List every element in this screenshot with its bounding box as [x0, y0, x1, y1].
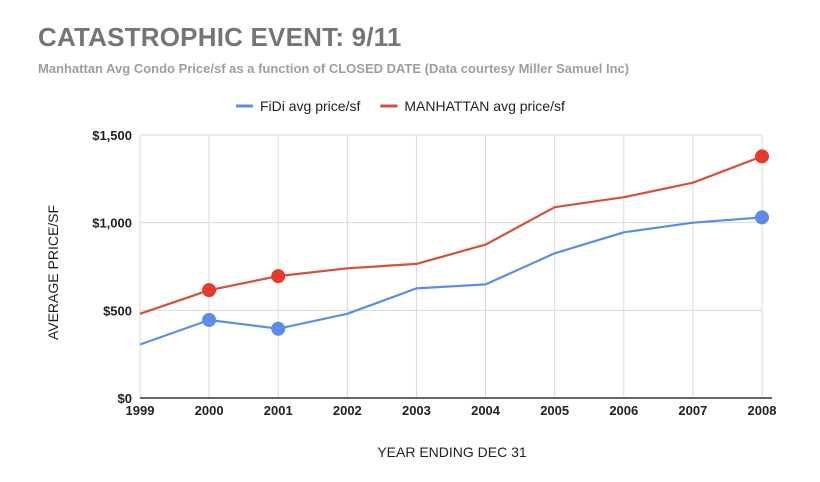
x-tick-label: 2000 [195, 403, 224, 418]
data-point-manhattan-avg-price-sf-2008 [755, 149, 769, 164]
x-axis-title: YEAR ENDING DEC 31 [377, 444, 527, 460]
y-tick-label: $1,500 [92, 128, 132, 143]
y-tick-label: $0 [118, 391, 132, 406]
chart-axes: $0 $500 $1,000 $1,500 1999 2000 2001 2002 2003 20… [92, 128, 776, 418]
x-tick-label: 1999 [126, 403, 155, 418]
x-tick-label: 2008 [748, 403, 777, 418]
chart-subtitle: Manhattan Avg Condo Price/sf as a functi… [38, 61, 630, 76]
series-line-manhattan-avg-price-sf [139, 155, 763, 315]
x-tick-label: 2004 [471, 403, 501, 418]
chart-series [139, 149, 769, 346]
legend-label-fidi-avg-price-sf: FiDi avg price/sf [260, 98, 360, 114]
x-tick-label: 2001 [264, 403, 293, 418]
y-tick-label: $500 [103, 303, 132, 318]
x-tick-label: 2007 [678, 403, 707, 418]
data-point-manhattan-avg-price-sf-2001 [271, 269, 286, 284]
legend-label-manhattan-avg-price-sf: MANHATTAN avg price/sf [404, 98, 565, 114]
x-tick-label: 2003 [402, 403, 431, 418]
y-axis-title: AVERAGE PRICE/SF [45, 205, 61, 340]
data-point-fidi-avg-price-sf-2001 [271, 321, 286, 336]
chart-legend: FiDi avg price/sf MANHATTAN avg price/sf [236, 98, 565, 114]
x-tick-label: 2006 [609, 403, 638, 418]
chart-title: CATASTROPHIC EVENT: 9/11 [38, 22, 402, 52]
data-point-manhattan-avg-price-sf-2000 [202, 283, 217, 298]
x-tick-label: 2005 [540, 403, 569, 418]
y-tick-label: $1,000 [92, 216, 132, 231]
series-line-fidi-avg-price-sf [139, 216, 763, 346]
chart-gridlines [139, 134, 763, 398]
data-point-fidi-avg-price-sf-2008 [755, 210, 769, 225]
data-point-fidi-avg-price-sf-2000 [202, 312, 217, 327]
x-tick-label: 2002 [333, 403, 362, 418]
